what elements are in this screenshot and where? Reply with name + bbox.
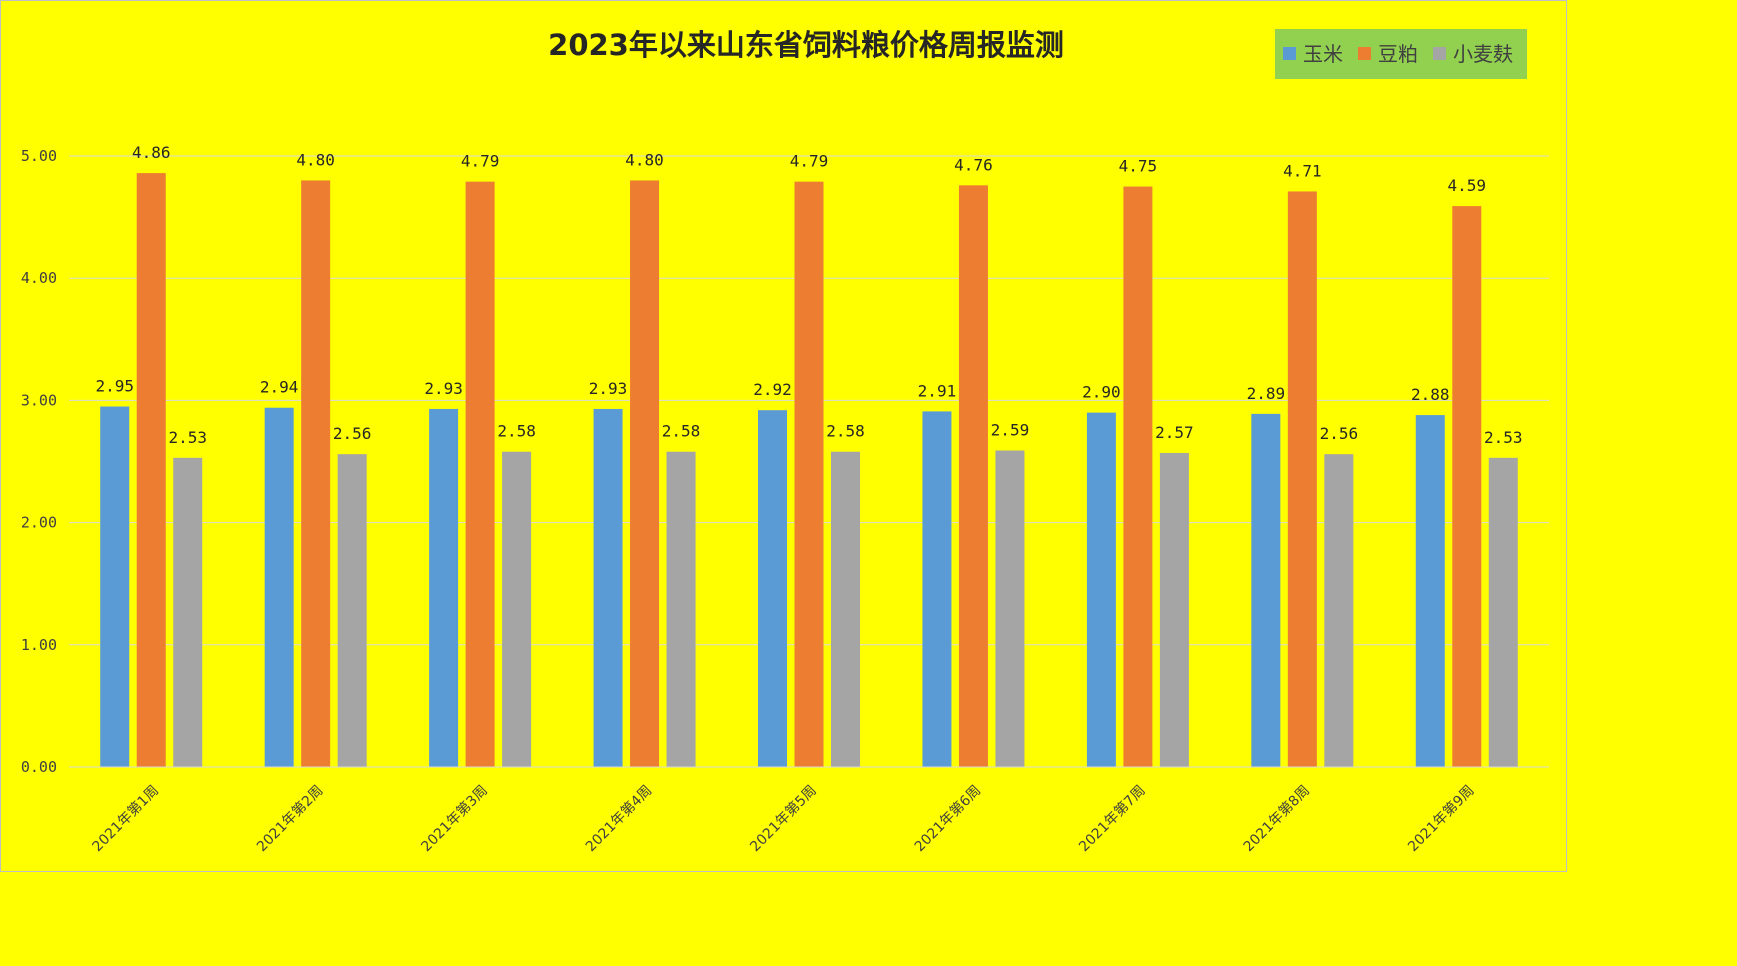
y-tick-label: 1.00 (21, 636, 57, 654)
bar (1159, 452, 1189, 767)
data-label: 2.91 (918, 381, 957, 400)
data-label: 2.92 (753, 380, 792, 399)
x-tick-label: 2021年第8周 (1240, 782, 1313, 855)
bar (995, 450, 1025, 767)
x-tick-label: 2021年第4周 (582, 782, 655, 855)
data-label: 2.58 (662, 422, 701, 441)
data-label: 2.89 (1247, 384, 1286, 403)
bar (337, 454, 367, 767)
data-label: 2.53 (1484, 428, 1523, 447)
bar (1123, 186, 1153, 768)
data-label: 4.76 (954, 155, 993, 174)
y-tick-label: 2.00 (21, 514, 57, 532)
legend-swatch (1433, 47, 1446, 60)
x-tick-label: 2021年第7周 (1075, 782, 1148, 855)
x-tick-label: 2021年第6周 (911, 782, 984, 855)
data-label: 4.75 (1119, 157, 1158, 176)
y-tick-label: 3.00 (21, 391, 57, 409)
legend-box (1275, 29, 1527, 79)
legend-entry: 小麦麸 (1453, 42, 1513, 66)
bar (264, 407, 294, 767)
bar (1452, 206, 1482, 768)
bar (136, 173, 166, 767)
data-label: 2.58 (826, 422, 865, 441)
bar (301, 180, 331, 767)
bar (465, 181, 495, 768)
data-label: 4.71 (1283, 161, 1322, 180)
data-label: 2.59 (991, 421, 1030, 440)
bar (1324, 454, 1354, 767)
bar (1287, 191, 1317, 768)
legend-entry: 玉米 (1303, 42, 1343, 66)
legend-swatch (1358, 47, 1371, 60)
x-tick-label: 2021年第9周 (1404, 782, 1477, 855)
bar-series (100, 173, 1518, 768)
chart-area: 2023年以来山东省饲料粮价格周报监测 0.00 1.00 2.00 3.00 4.00… (0, 0, 1567, 872)
y-tick-label: 4.00 (21, 269, 57, 287)
bar (100, 406, 130, 767)
data-label: 4.86 (132, 143, 171, 162)
bar (922, 411, 952, 767)
data-label: 4.80 (625, 150, 664, 169)
legend: 玉米 豆粕 小麦麸 (1275, 29, 1527, 79)
data-label: 2.57 (1155, 423, 1194, 442)
chart-title: 2023年以来山东省饲料粮价格周报监测 (548, 28, 1064, 62)
bar (593, 408, 623, 767)
x-tick-label: 2021年第3周 (418, 782, 491, 855)
data-label: 2.93 (424, 379, 463, 398)
bar (1415, 415, 1445, 767)
bar (1251, 413, 1281, 767)
data-label: 2.93 (589, 379, 628, 398)
data-label: 4.80 (296, 150, 335, 169)
x-tick-label: 2021年第2周 (253, 782, 326, 855)
data-label: 4.79 (790, 152, 829, 171)
data-label: 4.59 (1448, 176, 1487, 195)
bar (758, 410, 787, 767)
x-tick-label: 2021年第1周 (89, 782, 162, 855)
y-tick-label: 5.00 (21, 147, 57, 165)
data-label: 4.79 (461, 152, 500, 171)
legend-entry: 豆粕 (1378, 42, 1418, 66)
data-label: 2.88 (1411, 385, 1450, 404)
data-label: 2.58 (497, 422, 536, 441)
data-label: 2.56 (333, 424, 372, 443)
legend-swatch (1283, 47, 1296, 60)
data-label: 2.90 (1082, 383, 1121, 402)
data-label: 2.56 (1320, 424, 1359, 443)
data-labels: 2.95 4.86 2.53 2.94 4.80 2.56 2.93 4.79 2.58 2.93… (95, 143, 1522, 447)
y-tick-label: 0.00 (21, 758, 57, 776)
bar (794, 181, 824, 768)
bar (1488, 457, 1518, 767)
bar (502, 451, 532, 767)
x-axis: 2021年第1周 2021年第2周 2021年第3周 2021年第4周 2021年第5周… (69, 766, 1549, 855)
bar (666, 451, 696, 767)
x-tick-label: 2021年第5周 (747, 782, 820, 855)
bar (831, 451, 860, 767)
y-axis: 0.00 1.00 2.00 3.00 4.00 5.00 (21, 147, 57, 776)
bar-chart: 2023年以来山东省饲料粮价格周报监测 0.00 1.00 2.00 3.00 4.00… (21, 28, 1549, 855)
data-label: 2.95 (95, 377, 134, 396)
data-label: 2.53 (168, 428, 207, 447)
data-label: 2.94 (260, 378, 299, 397)
bar (630, 180, 660, 767)
bar (429, 408, 459, 767)
bar (958, 185, 988, 767)
bar (1086, 412, 1116, 767)
bar (173, 457, 203, 767)
